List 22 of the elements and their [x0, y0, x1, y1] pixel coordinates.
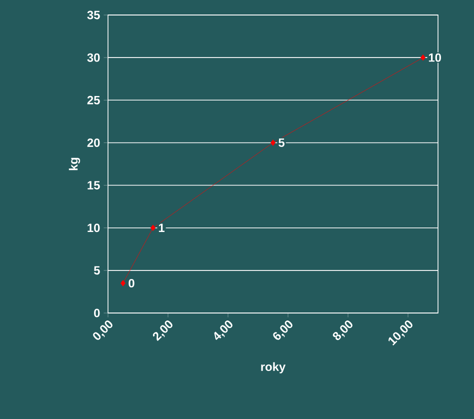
x-tick-label: 0,00	[93, 320, 112, 340]
y-tick-label: 15	[88, 181, 100, 190]
annotation: 10	[428, 53, 441, 62]
annotation: 5	[278, 138, 284, 147]
y-tick-label: 10	[88, 224, 100, 232]
point	[420, 54, 426, 61]
y-tick-label: 20	[87, 138, 100, 147]
point	[150, 224, 156, 232]
x-axis-title: roky	[261, 362, 286, 374]
point	[270, 140, 276, 146]
annotation: 0	[128, 278, 134, 288]
annotation: 1	[158, 224, 164, 232]
y-tick-label: 0	[94, 308, 100, 318]
x-tick-label: 8,00	[332, 320, 352, 340]
y-tick-label: 25	[87, 96, 100, 104]
y-tick-label: 30	[87, 53, 100, 62]
x-tick-label: 4,00	[214, 320, 232, 340]
y-tick-label: 5	[94, 266, 100, 275]
x-tick-label: 6,00	[273, 320, 292, 340]
y-tick-label: 35	[87, 10, 100, 20]
y-axis-title: kg	[68, 158, 80, 170]
point	[120, 280, 126, 286]
